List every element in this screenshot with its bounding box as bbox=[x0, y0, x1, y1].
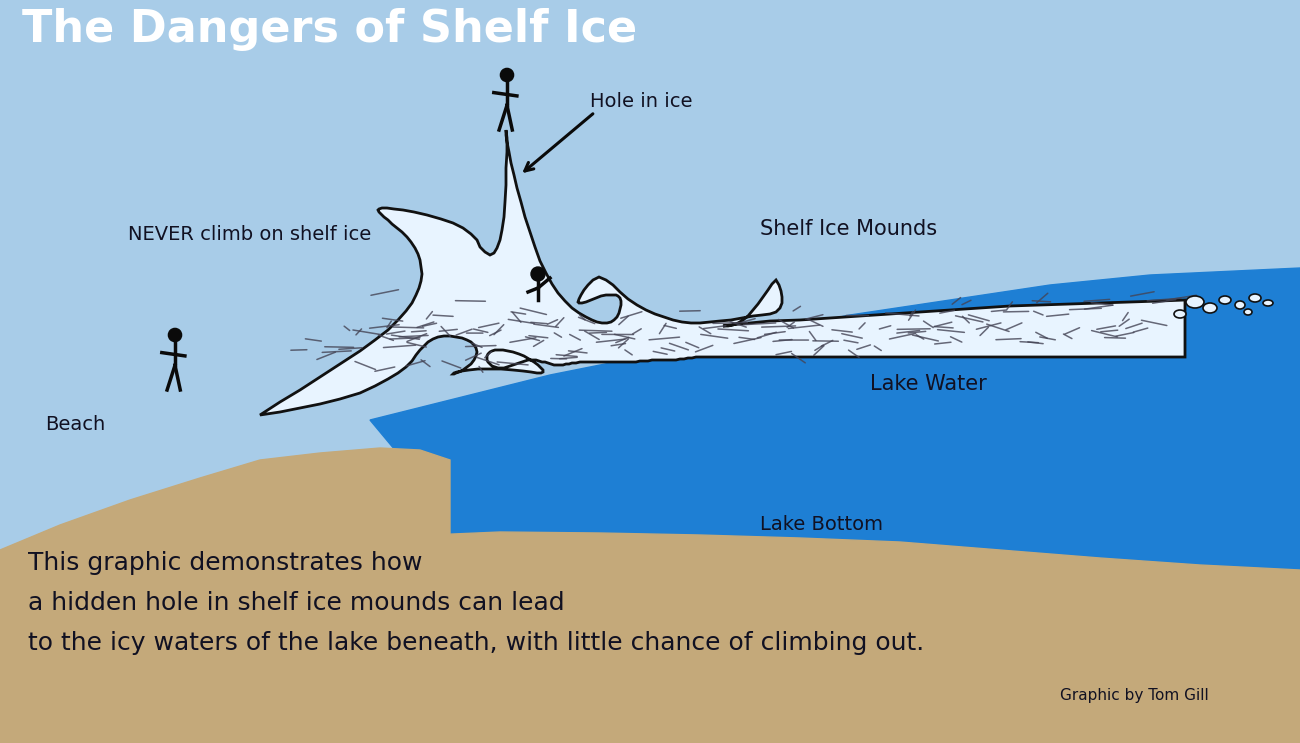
Polygon shape bbox=[0, 268, 1300, 743]
Text: a hidden hole in shelf ice mounds can lead: a hidden hole in shelf ice mounds can le… bbox=[29, 591, 564, 615]
Ellipse shape bbox=[1186, 296, 1204, 308]
Ellipse shape bbox=[1219, 296, 1231, 304]
Ellipse shape bbox=[1235, 301, 1245, 309]
Ellipse shape bbox=[1202, 303, 1217, 313]
Text: The Dangers of Shelf Ice: The Dangers of Shelf Ice bbox=[22, 8, 637, 51]
Text: This graphic demonstrates how: This graphic demonstrates how bbox=[29, 551, 422, 575]
Circle shape bbox=[530, 267, 545, 281]
Text: Hole in ice: Hole in ice bbox=[590, 92, 693, 111]
Text: Lake Water: Lake Water bbox=[870, 374, 987, 394]
Text: NEVER climb on shelf ice: NEVER climb on shelf ice bbox=[127, 225, 372, 244]
Polygon shape bbox=[0, 448, 450, 743]
Text: Shelf Ice Mounds: Shelf Ice Mounds bbox=[760, 219, 937, 239]
Circle shape bbox=[500, 68, 514, 82]
Ellipse shape bbox=[1249, 294, 1261, 302]
Text: Graphic by Tom Gill: Graphic by Tom Gill bbox=[1060, 688, 1209, 703]
Ellipse shape bbox=[1174, 310, 1186, 318]
Ellipse shape bbox=[1244, 309, 1252, 315]
Polygon shape bbox=[0, 532, 1300, 743]
Text: to the icy waters of the lake beneath, with little chance of climbing out.: to the icy waters of the lake beneath, w… bbox=[29, 631, 924, 655]
Circle shape bbox=[169, 328, 182, 342]
Text: Lake Bottom: Lake Bottom bbox=[760, 515, 883, 534]
Text: Beach: Beach bbox=[46, 415, 105, 434]
Polygon shape bbox=[260, 130, 1186, 415]
Ellipse shape bbox=[1264, 300, 1273, 306]
